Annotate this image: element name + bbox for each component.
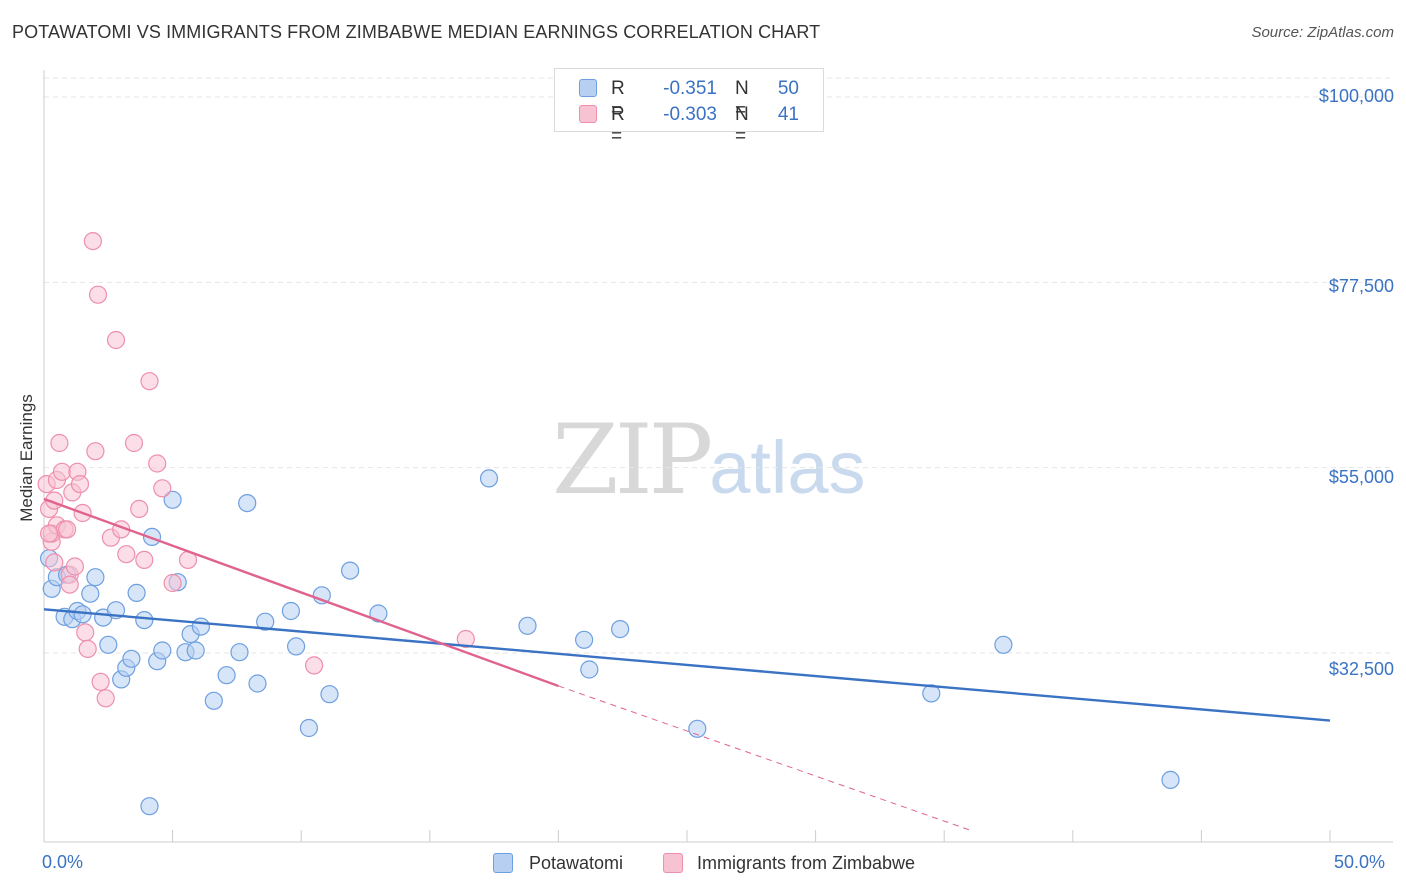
potawatomi-point [140,797,159,816]
correlation-legend: R = -0.351 N = 50 R = -0.303 N = 41 [554,68,824,147]
series-legend-label: Potawatomi [529,853,624,873]
zimbabwe-point [124,433,144,453]
potawatomi-point [518,616,537,635]
legend-swatch [579,105,597,123]
zimbabwe-point [65,557,85,576]
potawatomi-point [238,494,257,513]
legend-n-label: N = [735,104,749,147]
potawatomi-point [127,583,146,603]
potawatomi-point [1161,770,1180,790]
potawatomi-point [186,641,205,660]
y-tick-label: $32,500 [1328,659,1394,679]
potawatomi-point [191,617,210,636]
zimbabwe-point [45,553,64,572]
zimbabwe-point [52,462,72,481]
potawatomi-point [153,641,172,660]
zimbabwe-point [39,524,59,543]
potawatomi-point [994,635,1013,654]
zimbabwe-point [60,575,79,594]
potawatomi-point [580,660,599,679]
potawatomi-point [287,637,306,656]
y-tick-label: $100,000 [1318,86,1394,106]
potawatomi-point [86,568,105,587]
series-legend-swatch [493,853,513,873]
potawatomi-point [248,674,267,693]
zimbabwe-trend-line [43,497,559,688]
potawatomi-point [142,527,162,547]
x-tick-label: 0.0% [42,852,84,872]
potawatomi-point [341,561,360,580]
zimbabwe-point [88,285,108,304]
zimbabwe-point [78,639,97,659]
zimbabwe-point [57,520,77,539]
zimbabwe-point [140,372,159,391]
potawatomi-point [99,635,118,654]
zimbabwe-point [70,475,90,494]
zimbabwe-point [153,479,172,498]
zimbabwe-point [117,545,136,564]
watermark-zip: ZIP [552,404,713,516]
zimbabwe-point [163,573,182,593]
legend-r-label: R = [611,104,625,147]
zimbabwe-point [96,689,115,708]
legend-r-label: R = [611,78,625,121]
chart-title: POTAWATOMI VS IMMIGRANTS FROM ZIMBABWE M… [12,22,821,42]
zimbabwe-point [91,672,110,691]
legend-r-value: -0.303 [663,104,717,125]
potawatomi-point [163,490,182,509]
potawatomi-point [122,649,141,668]
potawatomi-point [230,643,249,662]
potawatomi-point [135,610,154,630]
potawatomi-point [479,469,499,488]
potawatomi-point [688,719,707,738]
potawatomi-point [320,685,339,704]
zimbabwe-point [305,656,324,675]
potawatomi-point [204,691,223,710]
x-tick-label: 50.0% [1334,852,1386,872]
potawatomi-point [256,612,275,631]
series-legend-swatch [663,853,683,873]
zimbabwe-point [135,550,154,570]
potawatomi-trend-line [43,608,1331,722]
zimbabwe-point [130,499,149,518]
potawatomi-point [574,630,594,649]
zimbabwe-trend-line-extension [558,685,971,831]
zimbabwe-point [456,629,475,649]
potawatomi-point [610,619,630,639]
legend-r-value: -0.351 [663,78,717,99]
zimbabwe-point [50,433,69,453]
legend-n-label: N = [735,78,749,121]
series-legend-label: Immigrants from Zimbabwe [697,853,916,873]
zimbabwe-point [148,454,167,473]
potawatomi-point [281,601,300,621]
y-tick-label: $55,000 [1328,467,1394,487]
potawatomi-point [217,666,236,685]
potawatomi-point [81,584,100,603]
zimbabwe-point [86,442,105,461]
legend-n-value: 41 [777,104,799,125]
zimbabwe-point [106,330,126,350]
legend-n-value: 50 [777,78,799,99]
source-label: Source: ZipAtlas.com [1251,24,1394,41]
zimbabwe-point [83,232,103,251]
y-tick-label: $77,500 [1328,276,1394,296]
legend-swatch [579,79,597,97]
potawatomi-point [299,718,318,738]
zimbabwe-point [76,623,95,642]
